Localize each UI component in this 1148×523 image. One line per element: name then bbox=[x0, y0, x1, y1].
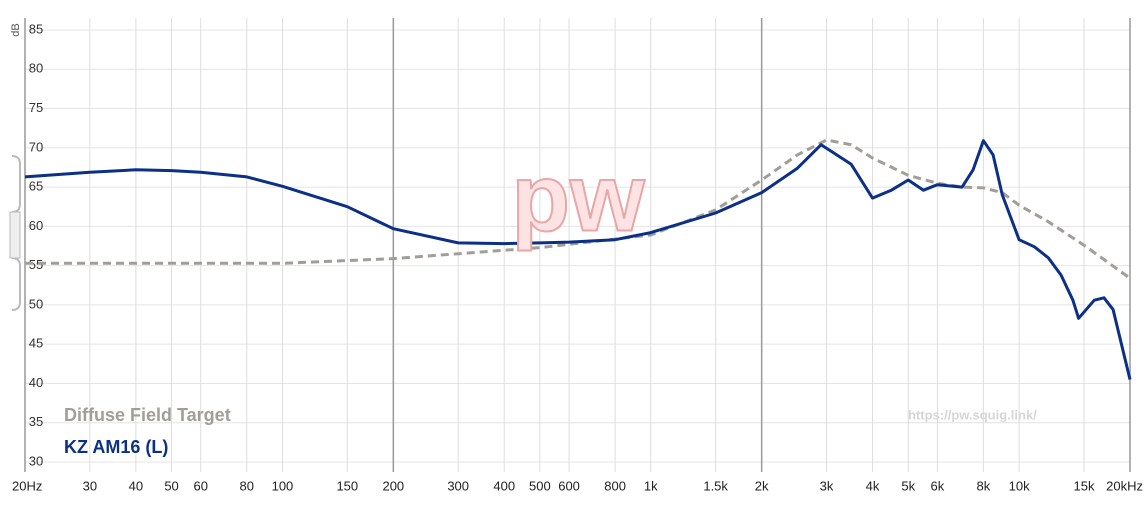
x-tick-label: 400 bbox=[493, 478, 515, 493]
x-tick-label: 5k bbox=[901, 478, 915, 493]
y-tick-label: 65 bbox=[29, 179, 43, 194]
handle-grip[interactable] bbox=[9, 211, 21, 259]
y-tick-label: 50 bbox=[29, 296, 43, 311]
y-tick-label: 45 bbox=[29, 336, 43, 351]
x-tick-label: 150 bbox=[336, 478, 358, 493]
x-tick-label: 20kHz bbox=[1106, 478, 1143, 493]
resize-handle[interactable] bbox=[11, 155, 21, 311]
y-tick-label: 85 bbox=[29, 21, 43, 36]
x-tick-label: 60 bbox=[194, 478, 208, 493]
x-tick-label: 40 bbox=[129, 478, 143, 493]
y-tick-label: 60 bbox=[29, 218, 43, 233]
legend-entry: Diffuse Field Target bbox=[64, 405, 231, 425]
x-tick-label: 6k bbox=[931, 478, 945, 493]
source-url: https://pw.squig.link/ bbox=[908, 407, 1037, 422]
legend-entry: KZ AM16 (L) bbox=[64, 437, 168, 457]
x-tick-label: 4k bbox=[866, 478, 880, 493]
x-tick-label: 80 bbox=[240, 478, 254, 493]
x-tick-label: 800 bbox=[604, 478, 626, 493]
y-tick-label: 55 bbox=[29, 257, 43, 272]
x-tick-label: 100 bbox=[272, 478, 294, 493]
x-tick-label: 30 bbox=[83, 478, 97, 493]
watermark: pw bbox=[511, 144, 645, 251]
x-tick-label: 500 bbox=[529, 478, 551, 493]
x-tick-label: 2k bbox=[755, 478, 769, 493]
x-tick-label: 200 bbox=[382, 478, 404, 493]
x-tick-label: 600 bbox=[558, 478, 580, 493]
x-tick-label: 3k bbox=[820, 478, 834, 493]
x-tick-label: 1k bbox=[644, 478, 658, 493]
x-tick-label: 20Hz bbox=[12, 478, 42, 493]
x-tick-label: 300 bbox=[447, 478, 469, 493]
series-line bbox=[24, 139, 1132, 380]
x-tick-label: 10k bbox=[1009, 478, 1030, 493]
x-tick-label: 50 bbox=[164, 478, 178, 493]
y-tick-label: 80 bbox=[29, 61, 43, 76]
series-line bbox=[25, 138, 1131, 280]
y-tick-label: 70 bbox=[29, 139, 43, 154]
x-tick-label: 1.5k bbox=[703, 478, 728, 493]
y-tick-label: 35 bbox=[29, 414, 43, 429]
x-tick-label: 8k bbox=[977, 478, 991, 493]
y-axis-label: dB bbox=[10, 23, 22, 36]
y-tick-label: 75 bbox=[29, 100, 43, 115]
y-tick-label: 40 bbox=[29, 375, 43, 390]
x-tick-label: 15k bbox=[1073, 478, 1094, 493]
y-tick-label: 30 bbox=[29, 453, 43, 468]
